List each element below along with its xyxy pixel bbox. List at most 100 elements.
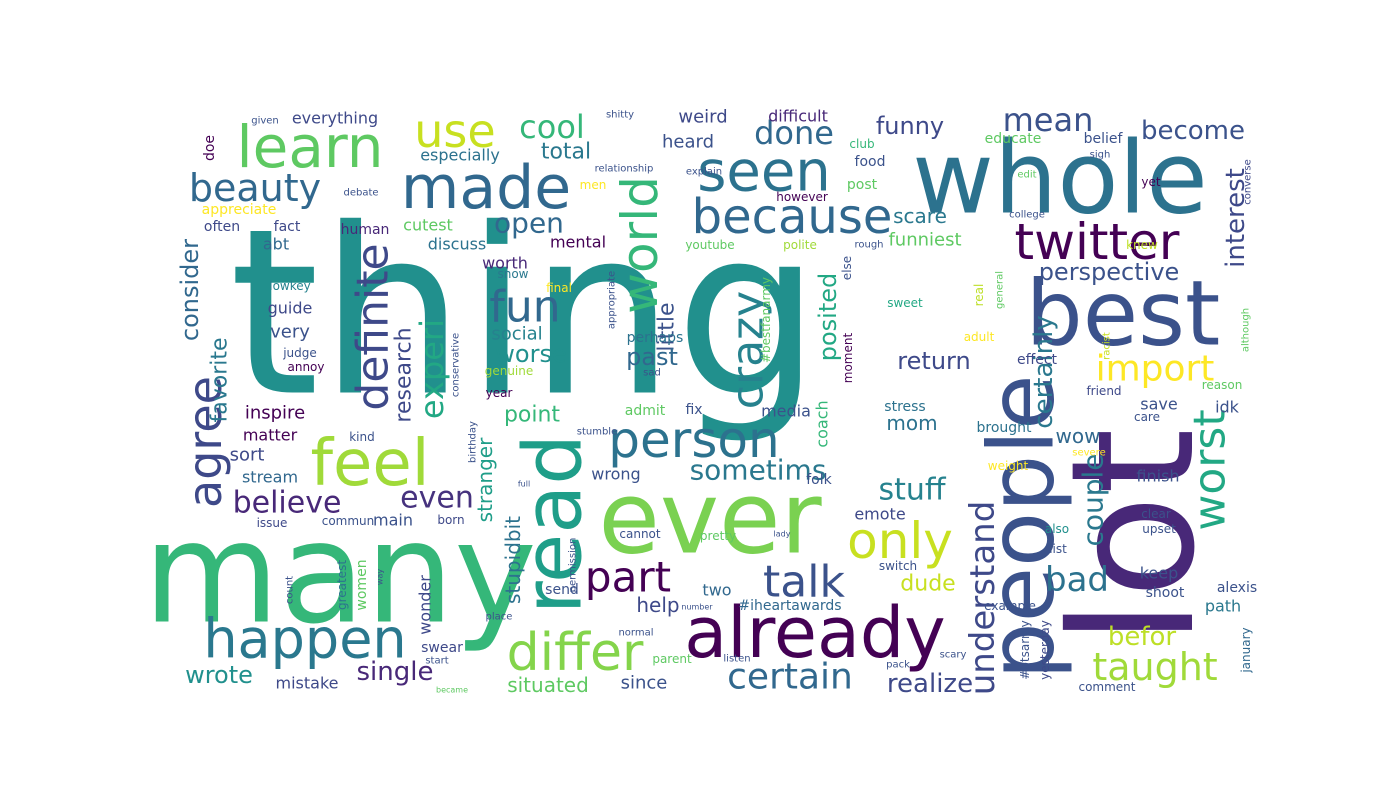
word-sort: sort [230,445,265,466]
word-import: import [1096,349,1215,390]
word-yesterday: yesterday [1038,620,1052,680]
word-befor: befor [1108,622,1177,652]
word-reason: reason [1202,378,1243,392]
word-wow: wow [1056,424,1101,448]
word-kind: kind [349,430,375,444]
word-folk: folk [806,472,832,488]
word-college: college [1009,210,1045,221]
word-fun: fun [489,282,560,333]
word-experi: experi [413,319,451,419]
word-two: two [702,581,731,600]
word-funny: funny [876,112,944,140]
word-favorite: favorite [208,337,233,422]
word-conservative: conservative [451,333,462,397]
word-polite: polite [783,238,817,252]
word-person: person [608,411,779,469]
word-stranger: stranger [473,437,497,522]
word-guide: guide [268,299,313,318]
word-certain: certain [727,657,853,698]
word-belief: belief [1084,131,1124,147]
word-pretty: pretty [700,529,736,543]
word-youtube: youtube [685,238,734,252]
word-posited: posited [814,273,842,362]
word-food: food [855,154,886,170]
word-count: count [285,576,296,604]
word-comment: comment [1078,680,1135,694]
word-start: start [425,656,448,667]
word-although: although [1241,308,1252,352]
word-converse: converse [1243,159,1254,205]
word-listen: listen [723,654,750,665]
word-adult: adult [964,330,995,344]
word-interest: interest [1221,168,1251,268]
word-also: also [1045,522,1069,536]
word-seen: seen [697,140,831,205]
word-total: total [541,140,591,165]
word-inspire: inspire [245,403,305,424]
word-perhaps: perhaps [627,330,684,346]
word-stream: stream [242,468,298,487]
word-effect: effect [1017,352,1058,368]
word-iheartawards: #iheartawards [738,598,841,614]
word-sweet: sweet [887,296,923,310]
word-situated: situated [507,673,589,697]
word-debate: debate [343,188,378,199]
word-done: done [754,114,834,152]
word-agree: agree [178,376,232,508]
word-post: post [847,177,878,193]
word-perspective: perspective [1039,258,1180,286]
word-weight: weight [988,459,1029,473]
word-moment: moment [841,333,855,384]
word-rough: rough [854,240,883,251]
word-explain: explain [686,167,722,178]
word-keep: keep [1140,564,1179,583]
word-become: become [1141,116,1245,146]
word-worse: worse [495,340,566,368]
word-even: even [400,481,474,516]
word-send: send [545,582,579,598]
word-care: care [1134,410,1160,424]
word-often: often [204,219,240,235]
word-shitty: shitty [606,110,634,121]
word-became: became [436,686,468,695]
word-dude: dude [900,572,955,597]
word-year: year [486,386,513,400]
word-learn: learn [237,113,384,181]
word-admit: admit [625,403,666,419]
word-path: path [1205,597,1241,616]
word-matter: matter [243,426,298,445]
word-cannot: cannot [619,527,661,541]
word-genuine: genuine [485,364,534,378]
word-difficult: difficult [768,107,828,126]
word-general: general [995,271,1006,309]
word-educate: educate [985,131,1042,147]
word-mistake: mistake [276,674,339,693]
word-appreciate: appreciate [202,202,277,218]
word-place: place [486,612,513,623]
word-open: open [494,207,564,240]
word-shoot: shoot [1146,585,1185,601]
word-feel: feel [310,427,429,501]
word-lot: lot [1035,428,1233,646]
word-swear: swear [421,640,463,656]
word-given: given [251,116,279,127]
word-parent: parent [652,652,692,666]
word-women: women [354,559,370,610]
word-example: example [984,599,1036,613]
word-brought: brought [976,420,1032,436]
word-permission: permission [568,538,579,593]
word-already: already [684,592,945,674]
word-clear: clear [1141,507,1171,521]
word-only: only [847,512,953,570]
word-differ: differ [507,623,644,683]
word-heard: heard [662,132,714,153]
word-very: very [270,322,310,343]
word-number: number [681,603,713,612]
word-thing: thing [229,181,821,448]
word-fact: fact [274,219,301,235]
word-btsarmy: #btsarmy [1018,620,1032,680]
word-beauty: beauty [189,166,321,210]
word-alexis: alexis [1217,580,1257,596]
word-talk: talk [763,557,845,608]
